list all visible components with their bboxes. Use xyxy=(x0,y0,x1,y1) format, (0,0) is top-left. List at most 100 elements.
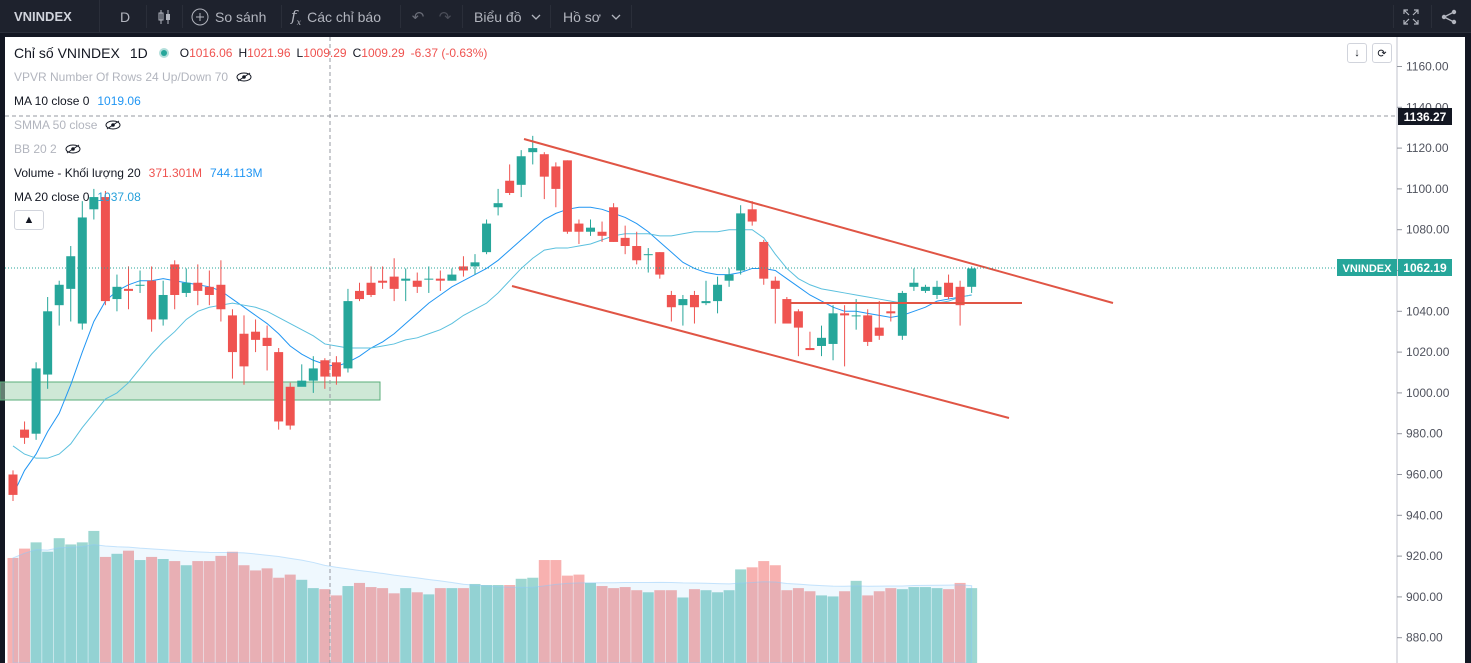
candle[interactable] xyxy=(366,266,376,298)
price-chart[interactable]: 1160.001140.001120.001100.001080.001060.… xyxy=(0,33,1471,663)
candle[interactable] xyxy=(597,221,607,242)
candle[interactable] xyxy=(274,348,284,430)
candle[interactable] xyxy=(609,203,619,242)
candle[interactable] xyxy=(701,280,711,306)
candle[interactable] xyxy=(389,258,399,302)
candle[interactable] xyxy=(308,356,318,393)
candle[interactable] xyxy=(782,297,792,324)
candle[interactable] xyxy=(620,225,630,255)
support-zone[interactable] xyxy=(0,381,381,401)
candle[interactable] xyxy=(828,305,838,361)
candle[interactable] xyxy=(458,256,468,277)
candle[interactable] xyxy=(539,152,549,200)
candle[interactable] xyxy=(586,219,595,236)
candle[interactable] xyxy=(678,294,688,326)
candle[interactable] xyxy=(666,290,676,322)
candle[interactable] xyxy=(447,268,457,281)
channel-upper-trendline[interactable] xyxy=(523,138,1114,304)
candle[interactable] xyxy=(655,252,665,279)
candle[interactable] xyxy=(435,270,445,291)
candle[interactable] xyxy=(378,266,388,289)
candle[interactable] xyxy=(482,219,492,255)
compare-button[interactable]: So sánh xyxy=(191,0,266,33)
candle[interactable] xyxy=(897,290,907,340)
candle[interactable] xyxy=(805,331,815,351)
candle[interactable] xyxy=(412,272,422,293)
symbol-search-button[interactable]: VNINDEX xyxy=(0,0,100,33)
candle[interactable] xyxy=(759,239,769,285)
legend-bb-row[interactable]: BB 20 2 xyxy=(14,137,487,161)
candle[interactable] xyxy=(66,246,76,322)
candle[interactable] xyxy=(551,162,561,208)
candle[interactable] xyxy=(331,356,341,385)
candle[interactable] xyxy=(31,362,41,440)
candle[interactable] xyxy=(239,315,249,385)
fullscreen-button[interactable] xyxy=(1400,0,1422,33)
legend-symbol-title[interactable]: Chỉ số VNINDEX xyxy=(14,45,120,61)
candle[interactable] xyxy=(562,160,572,234)
legend-vpvr-row[interactable]: VPVR Number Of Rows 24 Up/Down 70 xyxy=(14,65,487,89)
share-button[interactable] xyxy=(1438,0,1460,33)
scroll-to-realtime-button[interactable]: ↓ xyxy=(1347,43,1367,63)
candle[interactable] xyxy=(355,282,364,302)
candle[interactable] xyxy=(89,188,99,220)
candle[interactable] xyxy=(932,280,942,300)
legend-ma10-row[interactable]: MA 10 close 0 1019.06 xyxy=(14,89,487,113)
candle[interactable] xyxy=(343,288,353,373)
interval-button[interactable]: D xyxy=(108,0,142,33)
candle[interactable] xyxy=(909,268,919,291)
legend-ma20-row[interactable]: MA 20 close 0 1037.08 xyxy=(14,185,487,209)
candle[interactable] xyxy=(493,188,503,216)
hidden-eye-icon[interactable] xyxy=(105,120,121,130)
candle[interactable] xyxy=(770,276,780,324)
candle[interactable] xyxy=(643,248,653,273)
candle[interactable] xyxy=(863,309,873,346)
candle[interactable] xyxy=(967,266,977,293)
candle[interactable] xyxy=(747,201,757,226)
candle[interactable] xyxy=(516,150,526,198)
legend-smma-row[interactable]: SMMA 50 close xyxy=(14,113,487,137)
candle[interactable] xyxy=(181,268,191,298)
candle[interactable] xyxy=(851,299,861,330)
candle[interactable] xyxy=(147,266,157,332)
candle[interactable] xyxy=(193,264,203,306)
channel-lower-trendline[interactable] xyxy=(511,285,1010,419)
candle[interactable] xyxy=(574,219,584,244)
hidden-eye-icon[interactable] xyxy=(65,144,81,154)
candle[interactable] xyxy=(297,364,307,387)
candle[interactable] xyxy=(158,280,168,326)
candle[interactable] xyxy=(124,266,133,310)
candle[interactable] xyxy=(20,421,30,444)
candle[interactable] xyxy=(724,268,734,287)
candle[interactable] xyxy=(817,325,826,357)
chart-type-menu[interactable]: Biểu đồ xyxy=(474,0,543,33)
candle[interactable] xyxy=(43,297,53,389)
candle[interactable] xyxy=(251,319,261,353)
candle[interactable] xyxy=(204,270,214,306)
candle[interactable] xyxy=(100,190,110,306)
candle[interactable] xyxy=(470,254,480,275)
candle[interactable] xyxy=(736,205,746,275)
legend-volume-row[interactable]: Volume - Khối lượng 20 371.301M 744.113M xyxy=(14,161,487,185)
candle[interactable] xyxy=(170,260,180,310)
candle[interactable] xyxy=(135,270,145,293)
candle[interactable] xyxy=(793,309,803,357)
legend-collapse-button[interactable]: ▲ xyxy=(14,210,44,230)
candle[interactable] xyxy=(920,284,930,293)
candle[interactable] xyxy=(944,274,954,300)
undo-button[interactable]: ↶ xyxy=(410,0,426,33)
candle[interactable] xyxy=(886,303,896,322)
candles-style-button[interactable] xyxy=(152,0,178,33)
hidden-eye-icon[interactable] xyxy=(236,72,252,82)
candle[interactable] xyxy=(401,268,411,302)
price-axis[interactable] xyxy=(1397,37,1465,663)
candle[interactable] xyxy=(112,274,122,312)
candle[interactable] xyxy=(713,276,723,314)
reset-chart-button[interactable]: ⟳ xyxy=(1372,43,1392,63)
candle[interactable] xyxy=(285,382,295,430)
candle[interactable] xyxy=(505,164,515,196)
candle[interactable] xyxy=(77,201,87,330)
profile-menu[interactable]: Hồ sơ xyxy=(563,0,623,33)
candle[interactable] xyxy=(8,470,18,502)
candle[interactable] xyxy=(262,325,272,371)
